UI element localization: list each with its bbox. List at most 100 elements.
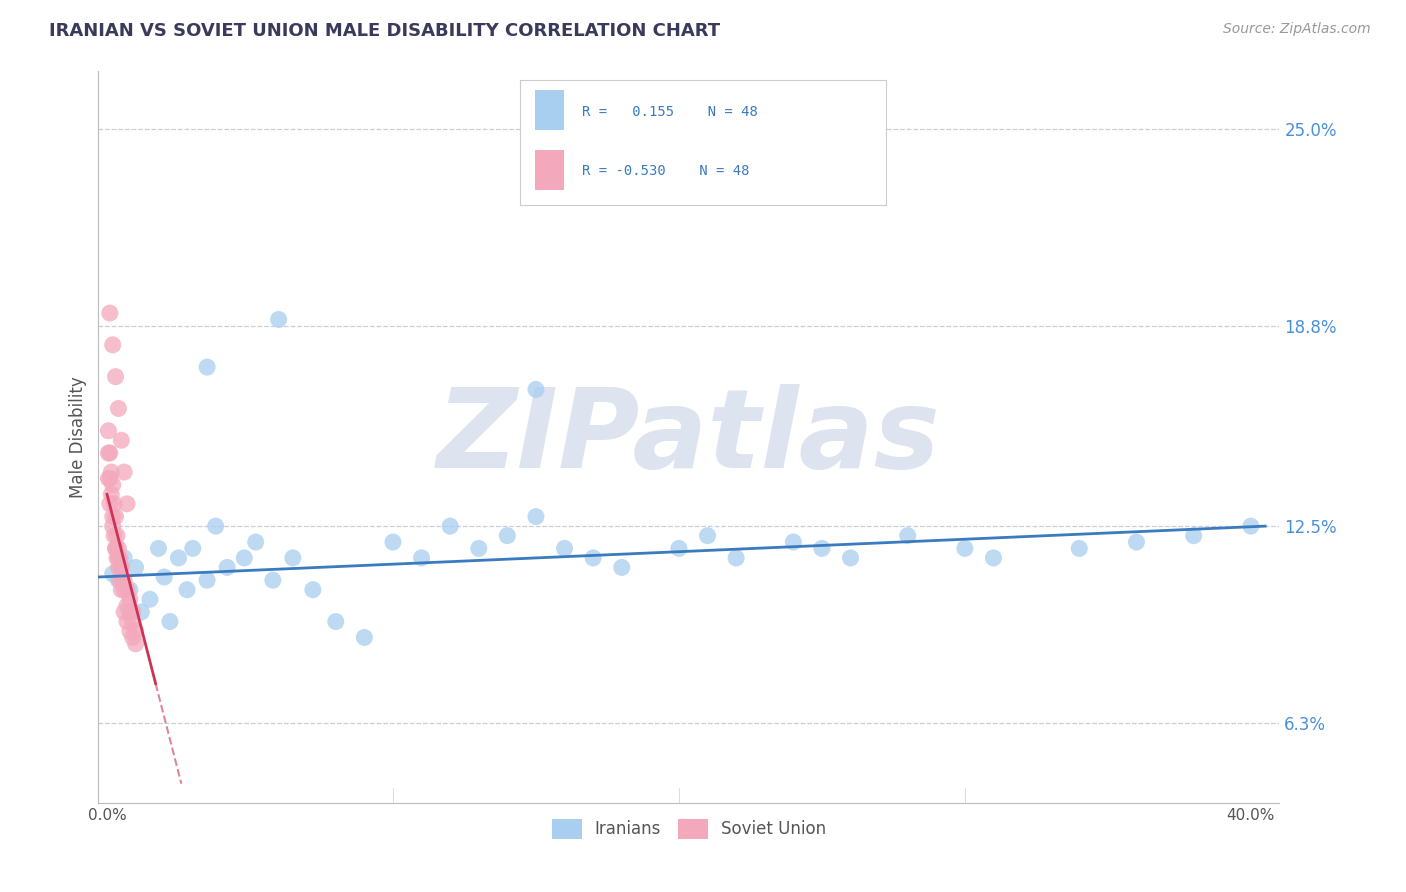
Point bbox=[267, 312, 290, 326]
Point bbox=[725, 550, 748, 565]
Point bbox=[118, 624, 141, 638]
Point bbox=[281, 550, 304, 565]
Point bbox=[811, 541, 834, 556]
Point bbox=[411, 550, 433, 565]
Point bbox=[381, 535, 404, 549]
Point bbox=[115, 599, 138, 613]
Point bbox=[124, 624, 146, 638]
Point bbox=[101, 338, 124, 352]
Point bbox=[839, 550, 862, 565]
Point bbox=[118, 592, 141, 607]
Point bbox=[107, 401, 129, 416]
Point bbox=[112, 550, 135, 565]
Point bbox=[108, 550, 131, 565]
Point bbox=[121, 605, 143, 619]
Point bbox=[131, 605, 153, 619]
Point bbox=[110, 560, 132, 574]
Point bbox=[124, 560, 146, 574]
Point bbox=[107, 541, 129, 556]
Point bbox=[262, 573, 284, 587]
Point bbox=[112, 605, 135, 619]
Point bbox=[98, 446, 121, 460]
Point bbox=[111, 573, 134, 587]
Point bbox=[107, 573, 129, 587]
Bar bbox=[534, 90, 564, 130]
Point bbox=[176, 582, 198, 597]
Point bbox=[496, 529, 519, 543]
Point bbox=[101, 566, 124, 581]
Point bbox=[101, 477, 124, 491]
Point bbox=[112, 582, 135, 597]
Point bbox=[696, 529, 718, 543]
Text: R =   0.155    N = 48: R = 0.155 N = 48 bbox=[582, 104, 758, 119]
Point bbox=[439, 519, 461, 533]
Point bbox=[100, 487, 122, 501]
Point bbox=[782, 535, 804, 549]
Point bbox=[524, 383, 547, 397]
Point bbox=[554, 541, 576, 556]
Point bbox=[139, 592, 162, 607]
Point bbox=[204, 519, 226, 533]
Point bbox=[97, 446, 120, 460]
Point bbox=[104, 541, 127, 556]
Point bbox=[115, 582, 138, 597]
Point bbox=[103, 529, 125, 543]
Point bbox=[1240, 519, 1263, 533]
Point bbox=[115, 497, 138, 511]
Point bbox=[610, 560, 633, 574]
Point bbox=[233, 550, 256, 565]
Point bbox=[1069, 541, 1091, 556]
Point bbox=[148, 541, 170, 556]
Point bbox=[104, 541, 127, 556]
Point bbox=[302, 582, 325, 597]
Point bbox=[121, 631, 143, 645]
Point bbox=[105, 529, 128, 543]
Point bbox=[353, 631, 375, 645]
Point bbox=[181, 541, 204, 556]
Point bbox=[468, 541, 491, 556]
Point bbox=[101, 509, 124, 524]
Point bbox=[953, 541, 976, 556]
Point bbox=[167, 550, 190, 565]
Point bbox=[108, 573, 131, 587]
Point bbox=[217, 560, 239, 574]
Point bbox=[105, 550, 128, 565]
Point bbox=[1182, 529, 1205, 543]
Point bbox=[668, 541, 690, 556]
Y-axis label: Male Disability: Male Disability bbox=[69, 376, 87, 498]
Point bbox=[325, 615, 347, 629]
Point bbox=[524, 509, 547, 524]
Point bbox=[104, 509, 127, 524]
Text: Source: ZipAtlas.com: Source: ZipAtlas.com bbox=[1223, 22, 1371, 37]
Point bbox=[115, 615, 138, 629]
Point bbox=[153, 570, 176, 584]
Point bbox=[98, 306, 121, 320]
Point bbox=[110, 434, 132, 448]
Point bbox=[159, 615, 181, 629]
Bar bbox=[534, 150, 564, 190]
Point bbox=[103, 497, 125, 511]
Point bbox=[104, 369, 127, 384]
Point bbox=[118, 605, 141, 619]
Point bbox=[1125, 535, 1147, 549]
Text: ZIPatlas: ZIPatlas bbox=[437, 384, 941, 491]
Point bbox=[121, 615, 143, 629]
Point bbox=[107, 550, 129, 565]
Point bbox=[195, 573, 218, 587]
Point bbox=[124, 637, 146, 651]
Point bbox=[112, 465, 135, 479]
Point bbox=[98, 497, 121, 511]
Text: IRANIAN VS SOVIET UNION MALE DISABILITY CORRELATION CHART: IRANIAN VS SOVIET UNION MALE DISABILITY … bbox=[49, 22, 720, 40]
Point bbox=[110, 560, 132, 574]
Text: R = -0.530    N = 48: R = -0.530 N = 48 bbox=[582, 164, 749, 178]
Point bbox=[897, 529, 920, 543]
Legend: Iranians, Soviet Union: Iranians, Soviet Union bbox=[546, 812, 832, 846]
Point bbox=[97, 424, 120, 438]
Point bbox=[245, 535, 267, 549]
Point bbox=[983, 550, 1005, 565]
Point bbox=[101, 519, 124, 533]
Point bbox=[98, 471, 121, 485]
Point bbox=[112, 573, 135, 587]
Point bbox=[97, 471, 120, 485]
Point bbox=[582, 550, 605, 565]
